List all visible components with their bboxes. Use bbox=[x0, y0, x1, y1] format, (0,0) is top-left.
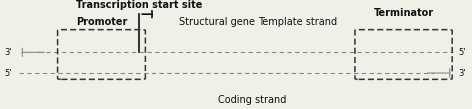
Text: Template strand: Template strand bbox=[258, 17, 337, 27]
Text: 3': 3' bbox=[4, 48, 12, 57]
Text: Promoter: Promoter bbox=[76, 17, 127, 27]
Text: Structural gene: Structural gene bbox=[179, 17, 255, 27]
Text: Terminator: Terminator bbox=[373, 8, 434, 18]
Text: Coding strand: Coding strand bbox=[219, 95, 287, 105]
Text: 3': 3' bbox=[459, 69, 466, 77]
Text: 5': 5' bbox=[4, 69, 12, 77]
Text: Transcription start site: Transcription start site bbox=[76, 0, 202, 10]
Text: 5': 5' bbox=[459, 48, 466, 57]
